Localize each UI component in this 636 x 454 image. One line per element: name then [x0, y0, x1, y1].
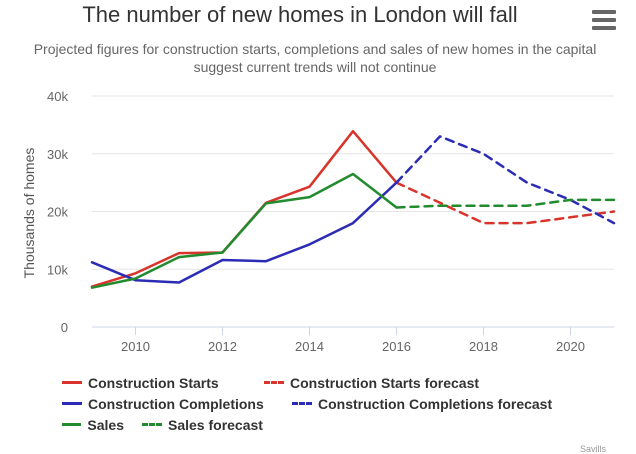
legend-item-construction-completions[interactable]: Construction Completions [62, 396, 274, 412]
legend-label: Construction Starts forecast [290, 374, 480, 391]
legend-item-sales-forecast[interactable]: Sales forecast [142, 417, 263, 433]
x-tick-label: 2018 [469, 339, 498, 354]
series-line-4 [90, 172, 398, 289]
x-tick-label: 2016 [382, 339, 411, 354]
y-axis-label: Thousands of homes [21, 148, 37, 279]
axes: 0 10k 20k 30k 40k 2010 2012 2014 2016 2018 2020 [47, 89, 614, 354]
chart-subtitle: Projected figures for construction start… [33, 41, 597, 75]
y-tick-label: 30k [47, 147, 68, 162]
x-tick-label: 2010 [121, 339, 150, 354]
series-line-2 [90, 181, 398, 284]
legend-row: Construction Starts Construction Starts … [62, 372, 622, 393]
legend-item-sales[interactable]: Sales [62, 417, 124, 433]
series-line-0 [90, 129, 398, 288]
legend-swatch [264, 381, 284, 384]
legend-swatch [142, 423, 162, 426]
y-tick-label: 40k [47, 89, 68, 104]
legend-label: Sales forecast [168, 416, 263, 433]
gridlines [92, 95, 614, 270]
legend-swatch [292, 402, 312, 405]
legend-item-construction-starts[interactable]: Construction Starts [62, 375, 246, 391]
menu-bar [592, 10, 616, 14]
x-tick-label: 2014 [295, 339, 324, 354]
legend-swatch [62, 381, 82, 384]
y-tick-label: 20k [47, 205, 68, 220]
y-tick-label: 0 [61, 320, 68, 335]
legend-label: Construction Completions forecast [318, 395, 553, 412]
legend-row: Construction Completions Construction Co… [62, 393, 622, 414]
legend-label: Construction Completions [88, 395, 264, 412]
legend: Construction Starts Construction Starts … [62, 372, 622, 435]
legend-swatch [62, 402, 82, 405]
legend-item-construction-completions-forecast[interactable]: Construction Completions forecast [292, 396, 552, 412]
series-line-3 [395, 135, 616, 225]
legend-row: Sales Sales forecast [62, 414, 622, 435]
y-tick-label: 10k [47, 262, 68, 277]
menu-bar [592, 18, 616, 22]
legend-item-construction-starts-forecast[interactable]: Construction Starts forecast [264, 375, 479, 391]
x-tick-label: 2020 [556, 339, 585, 354]
x-tick-label: 2012 [208, 339, 237, 354]
series-line-5 [395, 198, 616, 209]
menu-bar [592, 26, 616, 30]
plot-area [90, 129, 616, 289]
legend-label: Construction Starts [88, 374, 219, 391]
legend-label: Sales [87, 416, 124, 433]
series-line-1 [395, 181, 616, 225]
credits[interactable]: Savills [579, 444, 606, 454]
hamburger-menu-icon[interactable] [592, 10, 616, 30]
legend-swatch [62, 423, 82, 426]
chart-title: The number of new homes in London will f… [82, 2, 518, 27]
